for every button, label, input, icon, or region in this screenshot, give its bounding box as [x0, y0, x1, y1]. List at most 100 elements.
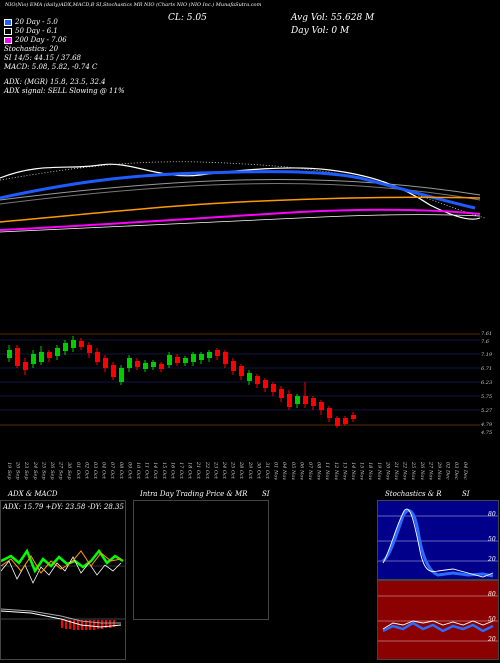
- si-plot: [378, 595, 498, 642]
- ema-200-legend: 200 Day - 7.06: [4, 36, 125, 45]
- date-label: 08 Oct: [117, 462, 124, 479]
- avg-volume: Avg Vol: 55.628 M: [291, 13, 375, 23]
- adx-macd-panel: ADX: 15.79 +DY: 23.58 -DY: 28.35: [0, 500, 126, 660]
- date-label: 20 Sep: [14, 462, 21, 480]
- si-panel: 80 50 20: [377, 580, 499, 660]
- date-label: 25 Oct: [229, 462, 236, 479]
- ema-orange-line: [0, 196, 481, 223]
- ema-50-swatch-icon: [4, 28, 12, 35]
- candle: [103, 355, 108, 372]
- si-tick: 50: [488, 616, 496, 623]
- candle: [287, 390, 292, 410]
- candle: [183, 356, 188, 366]
- date-label: 02 Oct: [83, 462, 90, 479]
- adx-panel-title: ADX & MACD: [8, 490, 58, 498]
- stoch-si-label: SI: [462, 490, 470, 498]
- date-label: 23 Oct: [212, 462, 219, 479]
- ema-20-label: 20 Day - 5.0: [15, 18, 58, 26]
- date-label: 11 Nov: [324, 462, 331, 481]
- date-label: 01 Oct: [74, 462, 81, 479]
- adx-values: ADX: 15.79 +DY: 23.58 -DY: 28.35: [3, 503, 124, 511]
- si-tick: 80: [488, 591, 496, 598]
- date-label: 18 Oct: [186, 462, 193, 479]
- stochastics-panel: 80 50 20: [377, 500, 499, 580]
- date-label: 20 Nov: [384, 462, 391, 481]
- date-label: 22 Oct: [203, 462, 210, 479]
- candle: [175, 354, 180, 366]
- adx-plot: [1, 548, 125, 630]
- date-label: 24 Sep: [31, 462, 38, 480]
- price-gridlines-blue: [0, 339, 480, 411]
- candle: [79, 338, 84, 350]
- date-label: 25 Nov: [410, 462, 417, 481]
- date-label: 30 Oct: [255, 462, 262, 479]
- date-label: 07 Oct: [109, 462, 116, 479]
- candle: [279, 386, 284, 402]
- date-label: 04 Dec: [461, 462, 468, 480]
- main-chart: [0, 161, 486, 428]
- ema-white-line-2: [0, 214, 481, 233]
- candle: [335, 416, 340, 428]
- ema-grey-line-1: [0, 179, 481, 201]
- candle: [15, 345, 20, 368]
- candles: [7, 336, 356, 428]
- candle: [167, 352, 172, 368]
- price-tick: 6.71: [481, 366, 493, 372]
- date-label: 15 Nov: [358, 462, 365, 481]
- date-label: 14 Oct: [152, 462, 159, 479]
- day-volume: Day Vol: 0 M: [291, 26, 350, 36]
- ema-200-line: [0, 208, 481, 231]
- candle: [135, 358, 140, 370]
- stoch-tick: 20: [488, 556, 496, 563]
- candle: [223, 350, 228, 368]
- price-tick: 5.75: [481, 394, 493, 400]
- date-label: 10 Oct: [135, 462, 141, 479]
- ema-50-legend: 50 Day - 6.1: [4, 27, 125, 36]
- date-label: 29 Nov: [436, 462, 442, 481]
- date-label: 29 Oct: [246, 462, 253, 479]
- date-label: 14 Nov: [350, 462, 356, 481]
- date-label: 26 Nov: [418, 462, 425, 481]
- date-label: 19 Nov: [375, 462, 382, 481]
- close-price: CL: 5.05: [168, 13, 207, 23]
- candle: [255, 374, 260, 388]
- date-label: 21 Oct: [195, 462, 202, 479]
- candle: [199, 352, 204, 364]
- date-label: 18 Nov: [367, 462, 374, 481]
- date-label: 04 Oct: [100, 462, 107, 479]
- date-label: 02 Dec: [444, 462, 451, 480]
- price-tick: 4.75: [481, 430, 493, 436]
- date-label: 16 Oct: [169, 462, 176, 479]
- candle: [151, 360, 156, 370]
- date-label: 04 Nov: [281, 462, 288, 481]
- candle: [39, 346, 44, 365]
- date-label: 07 Nov: [307, 462, 313, 481]
- price-gridlines: [0, 333, 480, 426]
- ema-20-legend: 20 Day - 5.0: [4, 18, 125, 27]
- date-label: 30 Sep: [66, 462, 73, 480]
- date-label: 03 Dec: [453, 462, 460, 480]
- candle: [143, 360, 148, 372]
- price-tick: 5.27: [481, 408, 493, 414]
- date-label: 27 Sep: [57, 462, 64, 480]
- si-tick: 20: [488, 636, 496, 643]
- candle: [311, 396, 316, 410]
- candle: [7, 345, 12, 362]
- ema-200-label: 200 Day - 7.06: [15, 36, 67, 44]
- ema-grey-line-2: [0, 183, 481, 205]
- candle: [119, 365, 124, 385]
- candle: [327, 406, 332, 422]
- date-label: 15 Oct: [160, 462, 167, 479]
- ema-white-line: [0, 163, 481, 220]
- date-label: 05 Nov: [289, 462, 296, 481]
- stoch-plot: [378, 508, 498, 578]
- date-label: 06 Nov: [298, 462, 305, 481]
- candle: [215, 348, 220, 360]
- date-label: 01 Nov: [272, 462, 279, 481]
- ema-legend: 20 Day - 5.0 50 Day - 6.1 200 Day - 7.06…: [4, 8, 125, 96]
- candle: [303, 382, 308, 408]
- date-label: 09 Oct: [126, 462, 133, 479]
- candle: [191, 352, 196, 366]
- date-label: 22 Nov: [401, 462, 408, 481]
- candle: [271, 382, 276, 396]
